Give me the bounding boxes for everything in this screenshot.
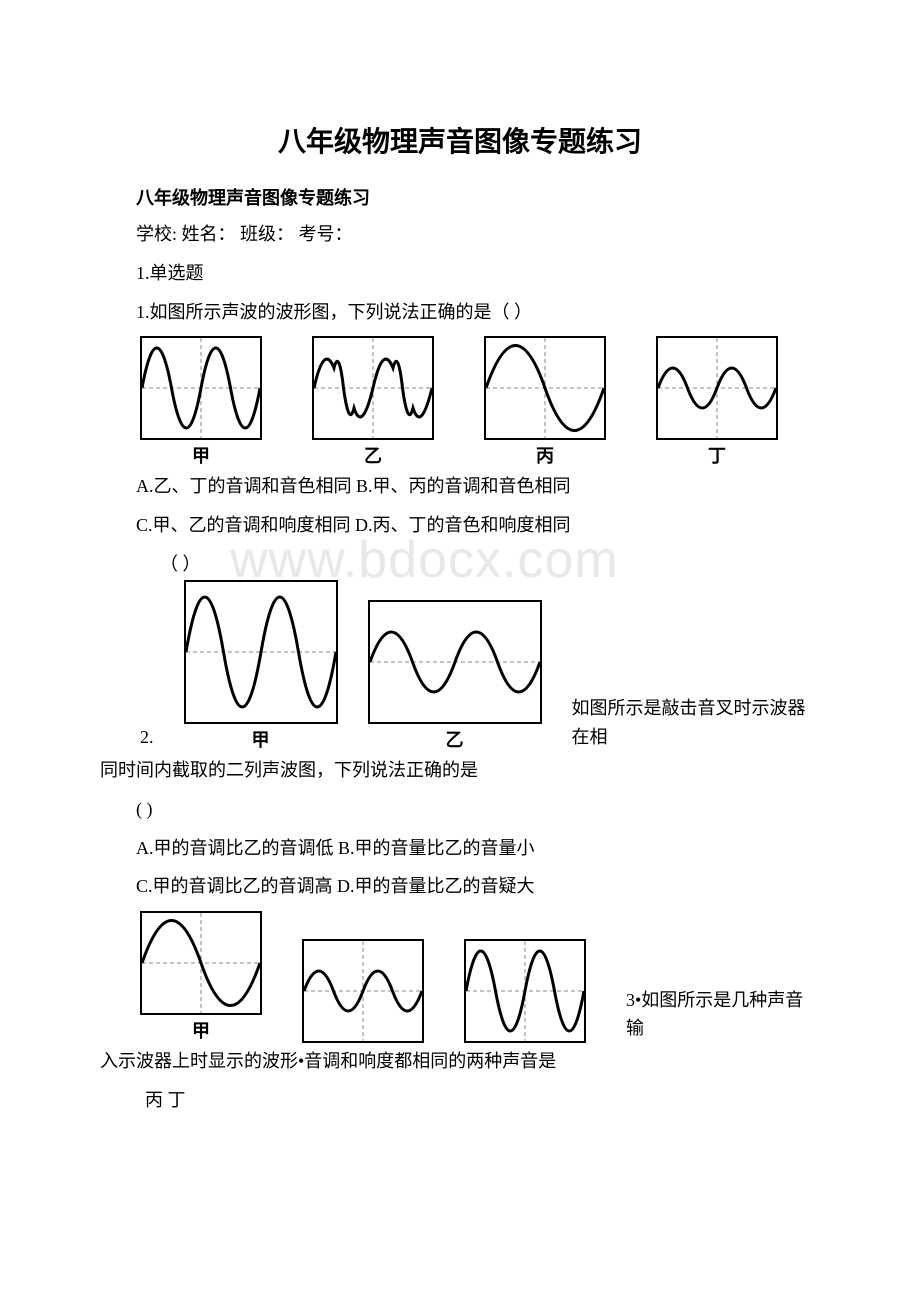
q3-options: 丙 丁 [100,1086,820,1115]
wave-label: 乙 [446,726,464,752]
q1-wave-jia: 甲 [140,336,262,468]
q2-row: 2. 甲 乙 如图所示是敲击音叉时示波器在相 [140,580,820,752]
waveform-icon [312,336,434,440]
section-heading: 1.单选题 [100,259,820,288]
waveform-icon [140,911,262,1015]
wave-label: 甲 [192,1017,210,1043]
q1-wave-row: 甲 乙 丙 [140,336,820,468]
waveform-icon [368,600,542,724]
q1-stem: 1.如图所示声波的波形图，下列说法正确的是（ ） [100,298,820,327]
wave-label: 丙 [536,442,554,468]
q2-wave-jia: 甲 [184,580,338,752]
q3-stem-line2: 入示波器上时显示的波形•音调和响度都相同的两种声音是 [100,1047,820,1076]
q2-wave-yi: 乙 [368,600,542,752]
waveform-icon [140,336,262,440]
q3-row: 甲 3•如图所示是几种声音输 [140,911,820,1043]
q1-options-ab: A.乙、丁的音调和音色相同 B.甲、丙的音调和音色相同 [100,472,820,501]
wave-label: 丁 [708,442,726,468]
waveform-icon [184,580,338,724]
q1-wave-bing: 丙 [484,336,606,468]
q3-wave-2 [302,939,424,1043]
wave-label: 甲 [192,442,210,468]
q2-paren2: ( ) [100,795,820,824]
waveform-icon [302,939,424,1043]
waveform-icon [464,939,586,1043]
q2-options-cd: C.甲的音调比乙的音调高 D.甲的音量比乙的音疑大 [100,872,820,901]
info-line: 学校: 姓名： 班级： 考号： [100,220,820,249]
q3-wave-3 [464,939,586,1043]
q1-wave-ding: 丁 [656,336,778,468]
q2-stem-tail: 如图所示是敲击音叉时示波器在相 [572,694,821,752]
waveform-icon [656,336,778,440]
q2-options-ab: A.甲的音调比乙的音调低 B.甲的音量比乙的音量小 [100,834,820,863]
wave-label: 甲 [252,726,270,752]
wave-label: 乙 [364,442,382,468]
q1-options-cd: C.甲、乙的音调和响度相同 D.丙、丁的音色和响度相同 [100,511,820,540]
q3-wave-jia: 甲 [140,911,262,1043]
q1-wave-yi: 乙 [312,336,434,468]
q3-stem-tail: 3•如图所示是几种声音输 [626,986,820,1044]
page-title: 八年级物理声音图像专题练习 [100,120,820,160]
subtitle: 八年级物理声音图像专题练习 [100,184,820,210]
q2-stem-line2: 同时间内截取的二列声波图，下列说法正确的是 [100,756,820,785]
q2-paren: （ ） [160,550,820,576]
waveform-icon [484,336,606,440]
q2-number: 2. [140,723,154,752]
